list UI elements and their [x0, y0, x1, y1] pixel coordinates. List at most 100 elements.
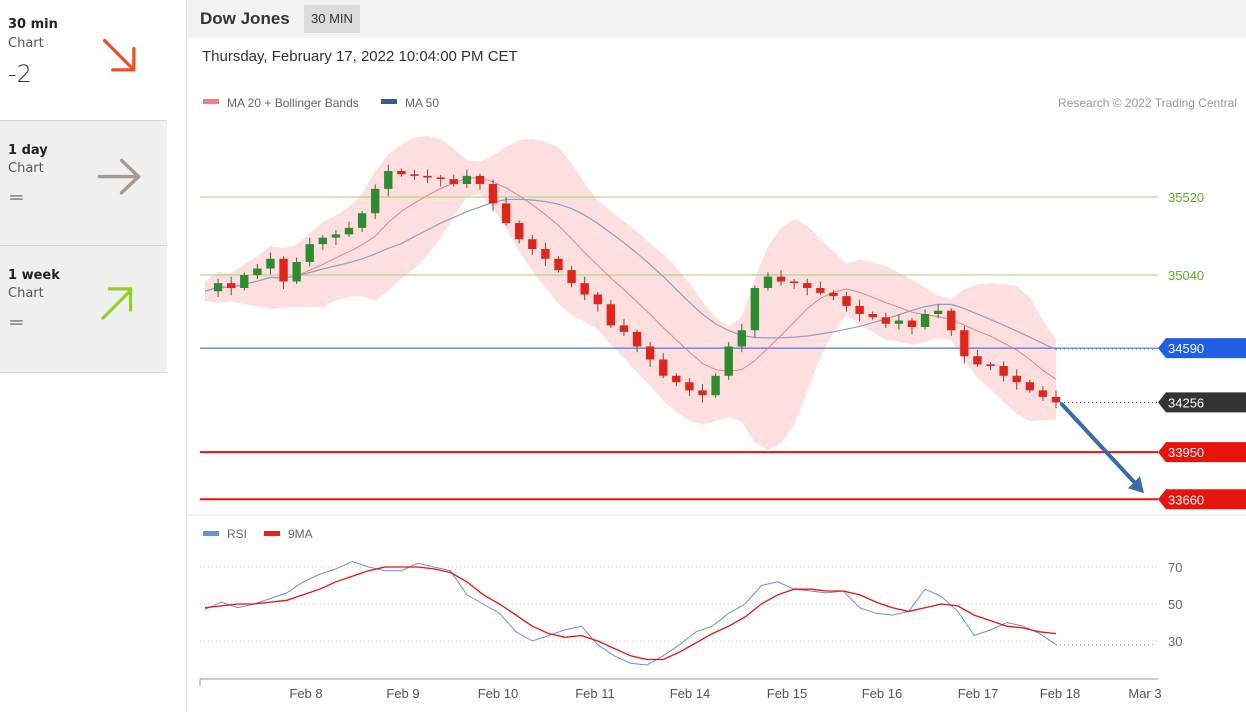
- x-tick-label: Feb 14: [670, 686, 710, 701]
- level-label-35040: 35040: [1168, 268, 1204, 283]
- x-tick-label: Mar 3: [1128, 686, 1161, 701]
- candle-body: [711, 375, 720, 396]
- candle-body: [816, 288, 825, 293]
- candle-body: [449, 179, 458, 184]
- candle-body: [1038, 390, 1048, 397]
- candle-body: [645, 346, 655, 360]
- candle-body: [240, 275, 249, 288]
- ma20-line: [204, 177, 1057, 380]
- rsi-tick-70: 70: [1168, 560, 1182, 575]
- candle-body: [672, 375, 681, 383]
- ma9-legend-swatch: [264, 531, 280, 536]
- rsi-tick-50: 50: [1168, 597, 1182, 612]
- candle-body: [462, 175, 472, 184]
- rsi-ma9-line: [204, 566, 1057, 661]
- level-tag-34590: [1158, 338, 1246, 359]
- candle-body: [1025, 382, 1035, 391]
- card-subtitle: Chart: [8, 161, 44, 176]
- candle-body: [685, 382, 694, 391]
- x-tick-label: Feb 16: [862, 686, 902, 701]
- candle-body: [933, 310, 943, 314]
- candle-body: [554, 258, 563, 271]
- candle-body: [920, 314, 930, 327]
- candle-body: [292, 262, 301, 282]
- candle-body: [737, 330, 746, 347]
- timeframe-card-1week[interactable]: 1 week Chart =: [0, 246, 167, 373]
- timeframe-sidebar: 30 min Chart -2 1 day Chart = 1 week Cha…: [0, 0, 167, 712]
- card-subtitle: Chart: [8, 36, 44, 51]
- candle-body: [986, 364, 995, 366]
- candle-body: [410, 174, 419, 176]
- candle-body: [1012, 375, 1021, 383]
- candle-body: [580, 283, 589, 295]
- candle-body: [436, 177, 445, 180]
- ma9-legend-label: 9MA: [288, 527, 313, 541]
- ma50-legend-label: MA 50: [405, 96, 439, 110]
- candle-body: [829, 292, 838, 297]
- candle-body: [318, 237, 328, 245]
- forecast-arrow-head: [1128, 476, 1144, 494]
- candle-body: [842, 296, 851, 306]
- rsi-tick-30: 30: [1168, 634, 1182, 649]
- timeframe-card-30min[interactable]: 30 min Chart -2: [0, 0, 167, 121]
- candle-body: [606, 304, 616, 326]
- candle-body: [397, 171, 406, 175]
- x-tick-label: Feb 17: [958, 686, 998, 701]
- candle-body: [776, 276, 786, 282]
- candle-body: [960, 330, 969, 357]
- level-label-34256: 34256: [1168, 395, 1204, 410]
- x-tick-label: Feb 10: [478, 686, 518, 701]
- instrument-title: Dow Jones: [200, 9, 290, 28]
- rsi-line: [204, 560, 1057, 666]
- candle-body: [593, 294, 602, 305]
- card-title: 1 week: [8, 268, 60, 283]
- level-label-35520: 35520: [1168, 190, 1204, 205]
- ma20-legend-label: MA 20 + Bollinger Bands: [227, 96, 359, 110]
- card-value: =: [8, 185, 25, 209]
- level-label-34590: 34590: [1168, 341, 1204, 356]
- candle-body: [868, 314, 877, 318]
- level-tag-33660: [1158, 489, 1246, 510]
- candle-body: [344, 227, 354, 235]
- candle-body: [803, 283, 812, 288]
- card-title: 30 min: [8, 17, 58, 32]
- candle-body: [947, 310, 956, 331]
- candle-body: [973, 356, 982, 365]
- candle-body: [226, 283, 236, 288]
- bollinger-band: [205, 135, 1056, 450]
- candle-body: [881, 317, 890, 324]
- candle-body: [632, 331, 642, 347]
- ma50-legend-swatch: [381, 99, 397, 104]
- candle-body: [371, 188, 380, 214]
- copyright-text: Research © 2022 Trading Central: [1058, 96, 1237, 110]
- candle-body: [750, 288, 760, 331]
- x-tick-label: Feb 9: [386, 686, 419, 701]
- right-arrow-icon: [97, 158, 141, 195]
- timeframe-badge[interactable]: 30 MIN: [304, 5, 360, 33]
- candle-body: [501, 203, 511, 223]
- candle-body: [475, 175, 485, 184]
- candle-body: [894, 320, 904, 324]
- card-value: -2: [8, 60, 32, 88]
- chart-datetime: Thursday, February 17, 2022 10:04:00 PM …: [202, 48, 518, 65]
- card-title: 1 day: [8, 143, 48, 158]
- level-tag-33950: [1158, 442, 1246, 463]
- card-subtitle: Chart: [8, 286, 44, 301]
- ma20-legend-swatch: [203, 99, 219, 104]
- candle-body: [528, 239, 537, 249]
- candle-body: [1051, 396, 1061, 403]
- card-value: =: [8, 310, 25, 334]
- level-tag-34256: [1158, 392, 1246, 413]
- up-right-arrow-icon: [101, 287, 133, 320]
- rsi-legend-label: RSI: [227, 527, 247, 541]
- candle-body: [724, 346, 733, 376]
- x-tick-label: Feb 15: [767, 686, 807, 701]
- candle-body: [541, 249, 550, 259]
- down-right-arrow-icon: [102, 38, 136, 72]
- timeframe-card-1day[interactable]: 1 day Chart =: [0, 121, 167, 246]
- candle-body: [384, 171, 393, 189]
- candle-body: [331, 234, 341, 238]
- candle-body: [567, 270, 576, 284]
- candle-body: [855, 305, 864, 314]
